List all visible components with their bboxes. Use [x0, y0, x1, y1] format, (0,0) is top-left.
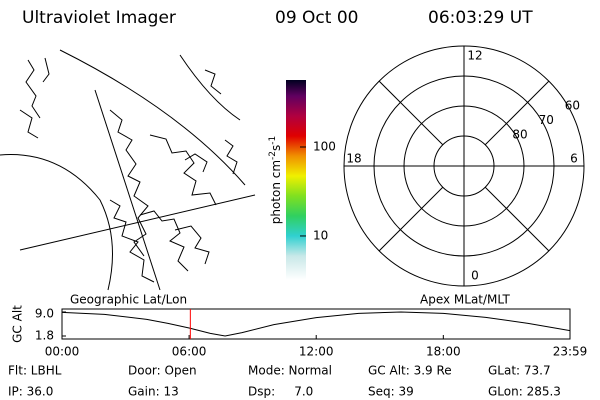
status-field: GC Alt: 3.9 Re [368, 364, 452, 378]
colorbar-tick-label: 10 [313, 228, 328, 242]
status-field: Seq: 39 [368, 385, 414, 399]
colorbar-unit: photon cm-2s-1 [268, 136, 283, 225]
x-tick-label: 12:00 [299, 345, 334, 359]
x-tick-label: 18:00 [426, 345, 461, 359]
mlt-label: 18 [346, 152, 361, 166]
unit-part: -1 [268, 136, 278, 145]
status-field: Door: Open [128, 364, 197, 378]
diagonal [484, 186, 550, 252]
title: Ultraviolet Imager [22, 8, 176, 28]
lat-label: 80 [512, 127, 527, 141]
annotation: Geographic Lat/Lon [70, 293, 187, 307]
status-field: Mode: Normal [248, 364, 332, 378]
mlt-label: 6 [570, 152, 578, 166]
plot-frame [61, 308, 571, 340]
status-field: GLat: 73.7 [488, 364, 551, 378]
time: 06:03:29 UT [428, 8, 533, 28]
status-field: Flt: LBHL [8, 364, 62, 378]
y-tick-label: 9.0 [35, 307, 54, 321]
unit-part: photon cm [269, 160, 283, 224]
diagonal [378, 186, 444, 252]
unit-part: s [269, 145, 283, 151]
status-field: Gain: 13 [128, 385, 179, 399]
diagonal [378, 80, 444, 146]
diagonal [484, 80, 550, 146]
mlt-label: 0 [471, 269, 479, 283]
mlt-label: 12 [467, 49, 482, 63]
x-tick-label: 00:00 [45, 345, 80, 359]
status-field: IP: 36.0 [8, 385, 53, 399]
lat-label: 70 [539, 113, 554, 127]
y-label: GC Alt [11, 305, 25, 343]
status-field: GLon: 285.3 [488, 385, 561, 399]
y-tick-label: 1.8 [35, 329, 54, 343]
status-field: Dsp: 7.0 [248, 385, 313, 399]
colorbar-tick-label: 100 [313, 139, 336, 153]
altitude-line [61, 311, 571, 337]
map [0, 49, 256, 291]
x-tick-label: 23:59 [553, 345, 588, 359]
colorbar [286, 80, 306, 280]
unit-part: -2 [268, 151, 278, 160]
lat-label: 60 [565, 98, 580, 112]
annotation: Apex MLat/MLT [420, 293, 510, 307]
date: 09 Oct 00 [275, 8, 358, 28]
x-tick-label: 06:00 [172, 345, 207, 359]
